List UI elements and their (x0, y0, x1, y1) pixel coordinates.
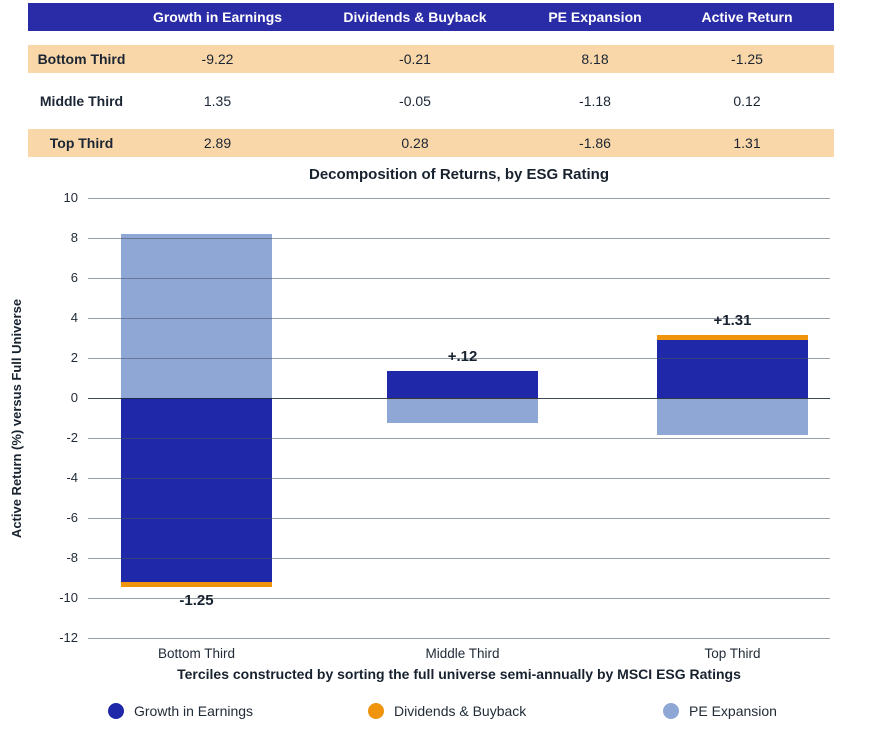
y-axis-label: Active Return (%) versus Full Universe (9, 298, 25, 538)
table-row: Top Third 2.89 0.28 -1.86 1.31 (28, 129, 834, 157)
results-table: Growth in Earnings Dividends & Buyback PE … (28, 3, 834, 157)
value-cell: -0.05 (399, 93, 431, 109)
row-label-cell: Middle Third (39, 93, 124, 109)
legend-label: Dividends & Buyback (394, 703, 527, 719)
x-tick-label: Bottom Third (157, 646, 236, 661)
table-header-cell: Dividends & Buyback (343, 9, 487, 25)
gridline (88, 478, 830, 479)
legend-item: Growth in Earnings (108, 702, 253, 720)
value-cell: 2.89 (203, 135, 232, 151)
bar-segment-growth-in-earnings (387, 371, 538, 398)
value-cell: 1.31 (733, 135, 761, 151)
bar-total-label: -1.25 (179, 591, 214, 609)
y-tick-label: 0 (70, 390, 78, 405)
bar-segment-pe-expansion (657, 398, 808, 436)
y-tick-label: -2 (66, 430, 78, 445)
gridline (88, 238, 830, 239)
legend-item: Dividends & Buyback (368, 702, 526, 720)
y-tick-label: -4 (66, 470, 78, 485)
legend-label: Growth in Earnings (134, 703, 254, 719)
y-tick-label: -10 (59, 590, 78, 605)
value-cell: 0.28 (401, 135, 429, 151)
value-cell: -9.22 (201, 51, 234, 67)
y-tick-label: 6 (70, 270, 78, 285)
bar-total-label: +.12 (447, 348, 478, 365)
gridline (88, 198, 830, 199)
value-cell: -1.25 (731, 51, 763, 67)
gridline (88, 558, 830, 559)
y-tick-label: 2 (70, 350, 78, 365)
value-cell: 1.35 (203, 93, 232, 109)
x-tick-label: Top Third (704, 646, 761, 661)
legend-dot-icon (663, 703, 679, 719)
table-header-row: Growth in Earnings Dividends & Buyback PE … (28, 3, 834, 31)
value-cell: -0.21 (399, 51, 431, 67)
table-header-cell: Growth in Earnings (152, 9, 283, 25)
table-header-cell: PE Expansion (548, 9, 642, 25)
y-tick-label: -12 (59, 630, 78, 645)
bar-segment-pe-expansion (387, 399, 538, 423)
y-tick-label: 10 (63, 190, 78, 205)
bar-segment-dividends-buyback (121, 582, 272, 587)
gridline (88, 438, 830, 439)
gridline (88, 638, 830, 639)
table-header-cell: Active Return (701, 9, 793, 25)
bar-total-label: +1.31 (713, 311, 752, 329)
y-tick-label: -8 (66, 550, 78, 565)
zero-gridline (88, 398, 830, 399)
gridline (88, 518, 830, 519)
y-tick-label: -6 (66, 510, 78, 525)
x-tick-label: Middle Third (425, 646, 500, 661)
value-cell: 0.12 (733, 93, 761, 109)
gridline (88, 278, 830, 279)
plot-area: -1.25 Bottom Third +.12 Middle Third +1.31 To… (59, 190, 830, 661)
decomposition-chart: Decomposition of Returns, by ESG Rating … (0, 155, 870, 730)
table-header-cell (28, 3, 135, 31)
value-cell: -1.18 (579, 93, 611, 109)
gridline (88, 318, 830, 319)
x-axis-title: Terciles constructed by sorting the full… (177, 666, 741, 682)
bar-segment-growth-in-earnings (657, 340, 808, 398)
bar-segment-dividends-buyback (657, 334, 808, 341)
value-cell: 8.18 (581, 51, 609, 67)
row-label-cell: Bottom Third (37, 51, 126, 67)
chart-title: Decomposition of Returns, by ESG Rating (308, 166, 610, 183)
legend-item: PE Expansion (663, 702, 777, 720)
legend-label: PE Expansion (689, 703, 777, 719)
table-row: Bottom Third -9.22 -0.21 8.18 -1.25 (28, 45, 834, 73)
gridline (88, 598, 830, 599)
table-row: Middle Third 1.35 -0.05 -1.18 0.12 (28, 87, 834, 115)
bar-segment-growth-in-earnings (121, 398, 272, 583)
bar-segment-pe-expansion (121, 234, 272, 398)
y-tick-label: 4 (70, 310, 78, 325)
row-label-cell: Top Third (49, 135, 114, 151)
y-tick-label: 8 (70, 230, 78, 245)
value-cell: -1.86 (579, 135, 611, 151)
gridline (88, 358, 830, 359)
legend-dot-icon (368, 703, 384, 719)
legend-dot-icon (108, 703, 124, 719)
